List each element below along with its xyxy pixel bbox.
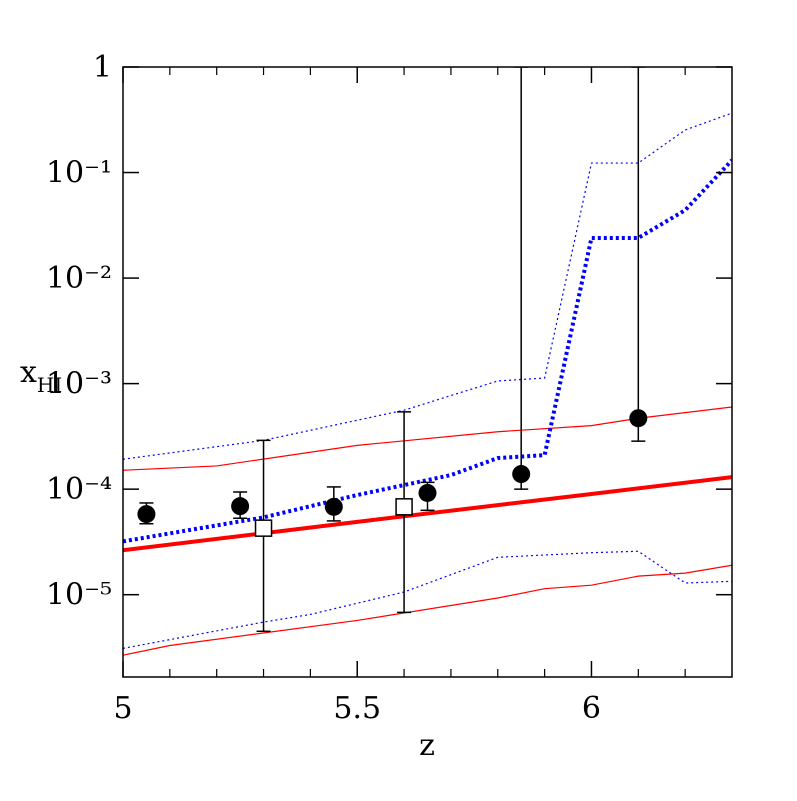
y-axis-label-main: x [20,355,37,390]
point [324,497,343,516]
y-axis-label-sub: HI [37,373,62,397]
plot-frame [122,66,733,678]
x-tick-label: 5.5 [333,691,381,726]
line [123,550,732,649]
x-axis-label: z [419,728,435,763]
point [395,498,413,516]
point [629,409,648,428]
line [123,112,732,460]
y-tick-label: 10⁻¹ [46,156,112,191]
point [254,519,273,537]
y-tick-label: 10⁻⁵ [46,578,112,613]
plot-area [123,67,732,656]
y-tick-label: 10⁻⁴ [46,472,112,507]
point [231,497,250,516]
line [123,564,732,656]
y-axis-label: xHI [20,355,62,397]
line [123,158,732,544]
point [137,505,156,524]
x-tick-label: 5 [113,691,132,726]
y-tick-label: 1 [93,50,112,85]
x-tick-label: 6 [582,691,601,726]
y-tick-label: 10⁻³ [46,367,112,402]
point [512,465,531,484]
point [418,483,437,502]
line [123,475,732,553]
y-tick-label: 10⁻² [46,261,112,296]
